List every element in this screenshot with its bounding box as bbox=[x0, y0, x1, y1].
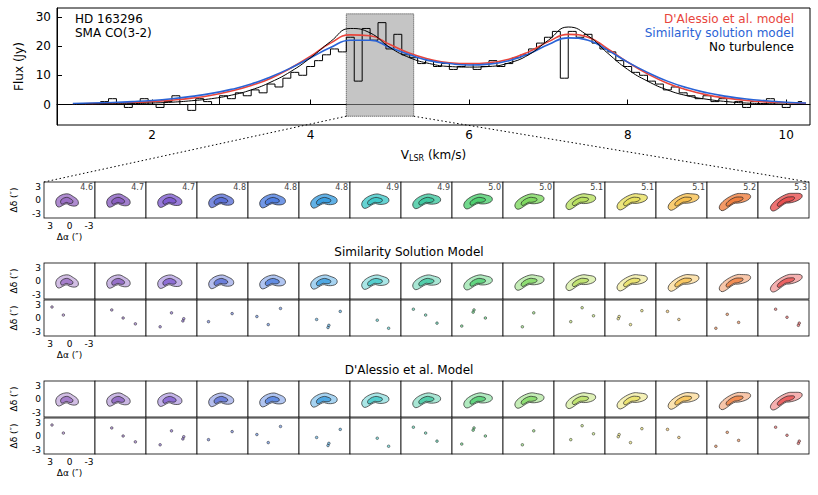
svg-text:D'Alessio et al. model: D'Alessio et al. model bbox=[664, 12, 794, 26]
svg-text:Δδ (″): Δδ (″) bbox=[9, 387, 19, 412]
svg-text:5.1: 5.1 bbox=[641, 183, 654, 192]
svg-text:5.1: 5.1 bbox=[692, 183, 705, 192]
svg-text:3: 3 bbox=[35, 300, 41, 310]
svg-text:0: 0 bbox=[67, 221, 73, 231]
svg-text:3: 3 bbox=[35, 381, 41, 391]
svg-text:Δα (″): Δα (″) bbox=[57, 350, 82, 360]
svg-text:(km/s): (km/s) bbox=[424, 148, 466, 162]
svg-text:Δδ (″): Δδ (″) bbox=[9, 188, 19, 213]
svg-text:-3: -3 bbox=[32, 445, 41, 455]
svg-text:3: 3 bbox=[47, 339, 53, 349]
svg-text:SMA CO(3-2): SMA CO(3-2) bbox=[75, 26, 152, 40]
svg-text:5.1: 5.1 bbox=[590, 183, 603, 192]
svg-text:5.0: 5.0 bbox=[539, 183, 552, 192]
svg-text:-3: -3 bbox=[85, 339, 94, 349]
svg-text:0: 0 bbox=[43, 98, 51, 112]
svg-text:-3: -3 bbox=[32, 290, 41, 300]
svg-text:2: 2 bbox=[148, 128, 156, 142]
svg-text:Δα (″): Δα (″) bbox=[57, 468, 82, 478]
svg-text:3: 3 bbox=[47, 457, 53, 467]
svg-text:Δδ (″): Δδ (″) bbox=[9, 306, 19, 331]
svg-text:0: 0 bbox=[35, 313, 41, 323]
svg-text:HD 163296: HD 163296 bbox=[75, 12, 143, 26]
svg-text:3: 3 bbox=[35, 418, 41, 428]
svg-text:Similarity solution model: Similarity solution model bbox=[645, 26, 794, 40]
svg-text:5.0: 5.0 bbox=[488, 183, 501, 192]
svg-text:0: 0 bbox=[67, 457, 73, 467]
svg-text:-3: -3 bbox=[32, 327, 41, 337]
svg-text:-3: -3 bbox=[32, 209, 41, 219]
svg-text:Flux (Jy): Flux (Jy) bbox=[12, 42, 26, 91]
svg-text:Similarity Solution Model: Similarity Solution Model bbox=[334, 245, 483, 259]
svg-text:4.7: 4.7 bbox=[131, 183, 144, 192]
svg-text:0: 0 bbox=[35, 276, 41, 286]
svg-text:8: 8 bbox=[624, 128, 632, 142]
svg-text:4.8: 4.8 bbox=[335, 183, 348, 192]
svg-text:Δδ (″): Δδ (″) bbox=[9, 269, 19, 294]
svg-text:0: 0 bbox=[67, 339, 73, 349]
svg-text:3: 3 bbox=[47, 221, 53, 231]
svg-text:4.9: 4.9 bbox=[386, 183, 399, 192]
svg-text:10: 10 bbox=[779, 128, 794, 142]
svg-text:D'Alessio et al. Model: D'Alessio et al. Model bbox=[345, 363, 474, 377]
svg-text:V: V bbox=[400, 147, 409, 162]
svg-text:20: 20 bbox=[36, 39, 51, 53]
svg-text:5.3: 5.3 bbox=[794, 183, 807, 192]
svg-text:4.8: 4.8 bbox=[233, 183, 246, 192]
svg-text:4.7: 4.7 bbox=[182, 183, 195, 192]
svg-text:Δα (″): Δα (″) bbox=[57, 232, 82, 242]
svg-text:4: 4 bbox=[307, 128, 315, 142]
svg-text:-3: -3 bbox=[85, 457, 94, 467]
svg-text:0: 0 bbox=[35, 431, 41, 441]
svg-text:-3: -3 bbox=[32, 408, 41, 418]
svg-text:LSR: LSR bbox=[409, 154, 425, 163]
svg-text:0: 0 bbox=[35, 195, 41, 205]
svg-text:4.9: 4.9 bbox=[437, 183, 450, 192]
svg-text:4.8: 4.8 bbox=[284, 183, 297, 192]
svg-text:-3: -3 bbox=[85, 221, 94, 231]
svg-text:30: 30 bbox=[36, 10, 51, 24]
svg-text:6: 6 bbox=[465, 128, 473, 142]
svg-text:0: 0 bbox=[35, 394, 41, 404]
svg-text:5.2: 5.2 bbox=[743, 183, 756, 192]
svg-text:3: 3 bbox=[35, 263, 41, 273]
svg-text:3: 3 bbox=[35, 182, 41, 192]
svg-text:4.6: 4.6 bbox=[80, 183, 93, 192]
svg-text:10: 10 bbox=[36, 68, 51, 82]
svg-text:Δδ (″): Δδ (″) bbox=[9, 424, 19, 449]
svg-text:No turbulence: No turbulence bbox=[709, 40, 794, 54]
